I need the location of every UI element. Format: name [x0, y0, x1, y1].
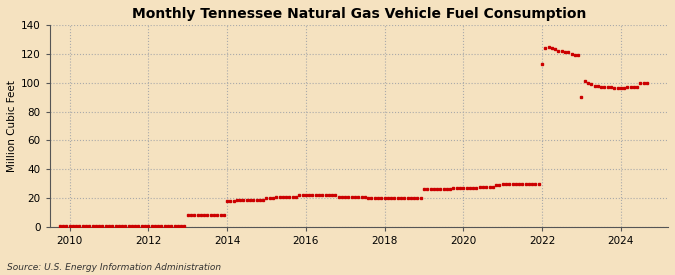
- Title: Monthly Tennessee Natural Gas Vehicle Fuel Consumption: Monthly Tennessee Natural Gas Vehicle Fu…: [132, 7, 586, 21]
- Y-axis label: Million Cubic Feet: Million Cubic Feet: [7, 80, 17, 172]
- Text: Source: U.S. Energy Information Administration: Source: U.S. Energy Information Administ…: [7, 263, 221, 272]
